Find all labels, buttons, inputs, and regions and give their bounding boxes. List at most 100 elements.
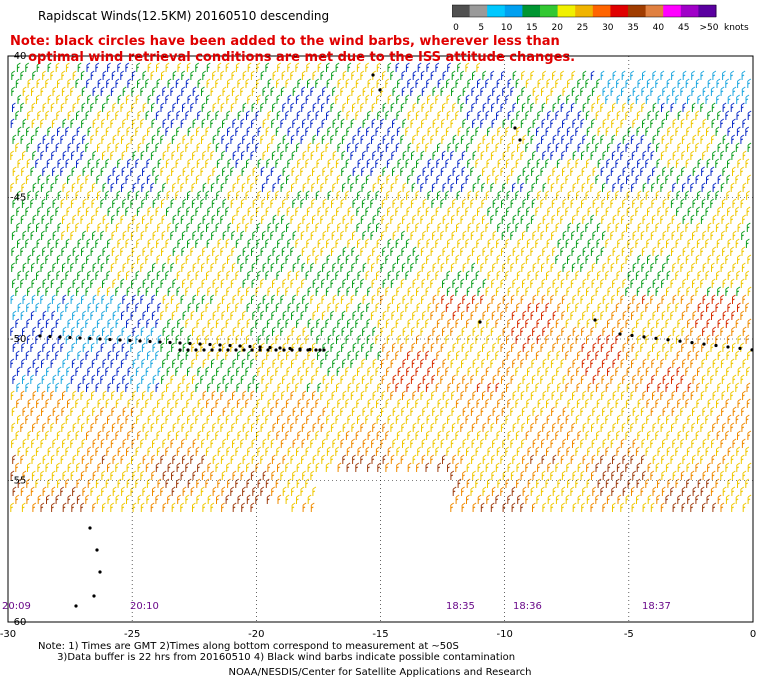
wind-barb: [252, 134, 256, 144]
wind-barb: [472, 118, 476, 128]
wind-barb: [575, 302, 580, 312]
wind-barb: [67, 350, 71, 360]
wind-barb: [20, 310, 25, 320]
wind-barb: [641, 86, 646, 96]
wind-barb: [585, 398, 590, 408]
wind-barb: [360, 246, 365, 256]
wind-barb: [85, 174, 90, 184]
wind-barb: [625, 110, 630, 120]
wind-barb: [282, 310, 287, 320]
wind-barb: [297, 366, 302, 376]
wind-barb: [402, 118, 407, 128]
wind-barb: [180, 150, 185, 160]
wind-barb: [746, 222, 751, 232]
wind-barb: [147, 238, 152, 248]
wind-barb: [632, 438, 637, 448]
wind-barb: [282, 486, 287, 496]
wind-barb: [187, 270, 192, 280]
quality-flag: [178, 341, 182, 345]
wind-barb: [647, 430, 651, 440]
wind-barb: [346, 270, 351, 280]
wind-barb: [511, 342, 515, 352]
wind-barb: [117, 94, 122, 104]
wind-barb: [147, 414, 152, 424]
wind-barb: [575, 126, 580, 136]
wind-barb: [427, 446, 431, 456]
wind-barb: [305, 190, 310, 200]
wind-barb: [712, 182, 717, 192]
wind-barb: [42, 134, 47, 144]
wind-barb: [241, 150, 245, 160]
wind-barb: [382, 454, 387, 464]
wind-barb: [436, 158, 441, 168]
wind-barb: [575, 414, 580, 424]
wind-barb: [80, 150, 85, 160]
wind-barb: [367, 398, 372, 408]
wind-barb: [342, 278, 347, 288]
wind-barb: [325, 142, 330, 152]
wind-barb: [55, 318, 60, 328]
quality-flag: [513, 126, 517, 130]
wind-barb: [331, 246, 335, 256]
wind-barb: [655, 254, 660, 264]
wind-barb: [547, 462, 552, 472]
wind-barb: [681, 134, 686, 144]
wind-barb: [497, 478, 502, 488]
wind-barb: [162, 262, 167, 272]
wind-barb: [62, 118, 67, 128]
wind-barb: [237, 494, 242, 504]
wind-barb: [741, 86, 746, 96]
wind-barb: [17, 302, 22, 312]
wind-barb: [257, 446, 262, 456]
wind-barb: [472, 182, 477, 192]
wind-barb: [452, 310, 457, 320]
wind-barb: [152, 262, 156, 272]
wind-barb: [52, 198, 57, 208]
wind-barb: [315, 190, 320, 200]
wind-barb: [520, 470, 525, 480]
wind-barb: [727, 446, 732, 456]
wind-barb: [620, 118, 625, 128]
wind-barb: [675, 126, 680, 136]
wind-barb: [80, 182, 85, 192]
wind-barb: [17, 94, 22, 104]
wind-barb: [320, 326, 325, 336]
wind-barb: [25, 350, 30, 360]
wind-barb: [365, 382, 370, 392]
quality-flag: [88, 336, 92, 341]
wind-barb: [471, 278, 475, 288]
wind-barb: [291, 150, 296, 160]
wind-barb: [646, 414, 650, 424]
wind-barb: [692, 454, 696, 464]
wind-barb: [510, 438, 515, 448]
wind-barb: [212, 310, 217, 320]
wind-barb: [165, 302, 170, 312]
quality-flag: [128, 338, 132, 343]
wind-barb: [401, 246, 406, 256]
wind-barb: [706, 302, 710, 312]
wind-barb: [135, 190, 140, 200]
wind-barb: [312, 166, 316, 176]
wind-barb: [166, 174, 171, 184]
wind-barb: [315, 462, 320, 472]
wind-barb: [297, 222, 302, 232]
wind-barb: [290, 454, 295, 464]
wind-barb: [577, 110, 582, 120]
wind-barb: [280, 86, 285, 96]
wind-barb: [47, 382, 51, 392]
wind-barb: [516, 286, 521, 296]
wind-barb: [136, 206, 141, 216]
wind-barb: [335, 238, 340, 248]
wind-barb: [496, 238, 500, 248]
wind-barb: [690, 358, 695, 368]
wind-barb: [541, 310, 545, 320]
wind-barb: [221, 486, 226, 496]
wind-barb: [197, 222, 202, 232]
wind-barb: [366, 334, 371, 344]
wind-barb: [222, 230, 227, 240]
wind-barb: [591, 86, 596, 96]
wind-barb: [390, 422, 395, 432]
wind-barb: [327, 366, 332, 376]
wind-barb: [271, 470, 276, 480]
wind-barb: [442, 326, 446, 336]
